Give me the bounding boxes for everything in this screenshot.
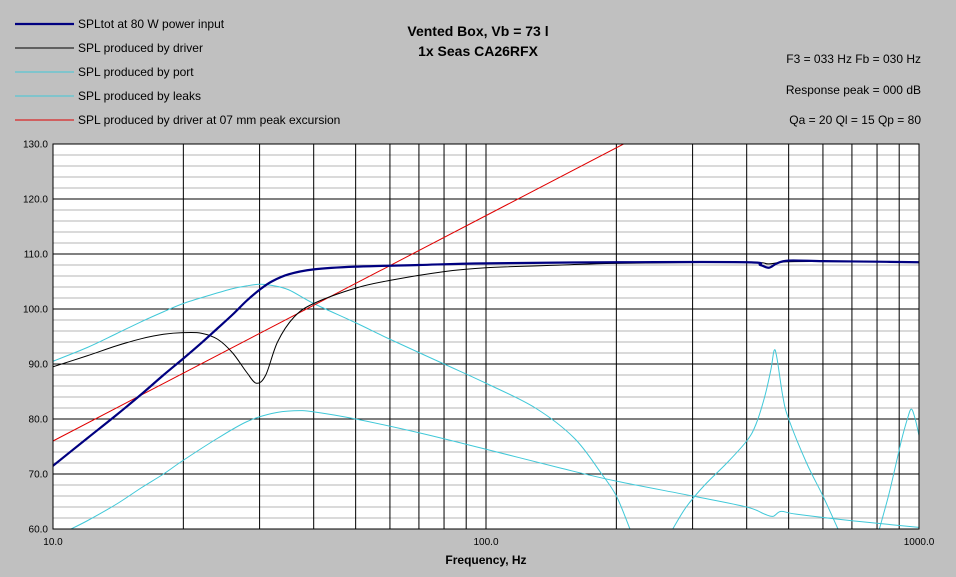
y-tick-label: 80.0 bbox=[29, 415, 49, 426]
chart-title: Vented Box, Vb = 73 l bbox=[407, 23, 548, 39]
series-line-2 bbox=[53, 283, 631, 529]
legend-label-1: SPL produced by driver bbox=[78, 41, 203, 55]
legend: SPLtot at 80 W power input SPL produced b… bbox=[15, 17, 340, 127]
info-f3-fb: F3 = 033 Hz Fb = 030 Hz bbox=[786, 52, 921, 66]
grid-major bbox=[53, 143, 919, 530]
series-line-6 bbox=[53, 144, 625, 442]
chart-subtitle: 1x Seas CA26RFX bbox=[418, 43, 539, 59]
series-line-5 bbox=[878, 408, 919, 529]
x-axis-label: Frequency, Hz bbox=[445, 553, 526, 567]
x-tick-label: 100.0 bbox=[473, 537, 498, 548]
y-tick-label: 90.0 bbox=[29, 360, 49, 371]
legend-label-3: SPL produced by leaks bbox=[78, 89, 201, 103]
series-line-4 bbox=[672, 349, 839, 529]
y-tick-label: 120.0 bbox=[23, 195, 48, 206]
x-tick-label: 10.0 bbox=[43, 537, 63, 548]
y-tick-label: 100.0 bbox=[23, 305, 48, 316]
info-q-values: Qa = 20 Ql = 15 Qp = 80 bbox=[789, 113, 921, 127]
series-line-3 bbox=[70, 410, 919, 529]
legend-label-0: SPLtot at 80 W power input bbox=[78, 17, 225, 31]
y-tick-label: 110.0 bbox=[24, 250, 49, 261]
y-tick-label: 130.0 bbox=[23, 140, 48, 151]
y-tick-label: 70.0 bbox=[29, 470, 49, 481]
legend-label-6: SPL produced by driver at 07 mm peak exc… bbox=[78, 113, 340, 127]
legend-label-2: SPL produced by port bbox=[78, 65, 194, 79]
info-response-peak: Response peak = 000 dB bbox=[786, 83, 921, 97]
series-line-0 bbox=[53, 259, 919, 467]
plot-frame bbox=[52, 143, 920, 530]
y-axis-ticks: 60.0 70.0 80.0 90.0 100.0 110.0 120.0 130.0 bbox=[23, 140, 48, 536]
x-tick-label: 1000.0 bbox=[904, 537, 935, 548]
x-axis-ticks: 10.0 100.0 1000.0 bbox=[43, 537, 934, 548]
y-tick-label: 60.0 bbox=[29, 525, 49, 536]
series-layer bbox=[53, 144, 919, 529]
